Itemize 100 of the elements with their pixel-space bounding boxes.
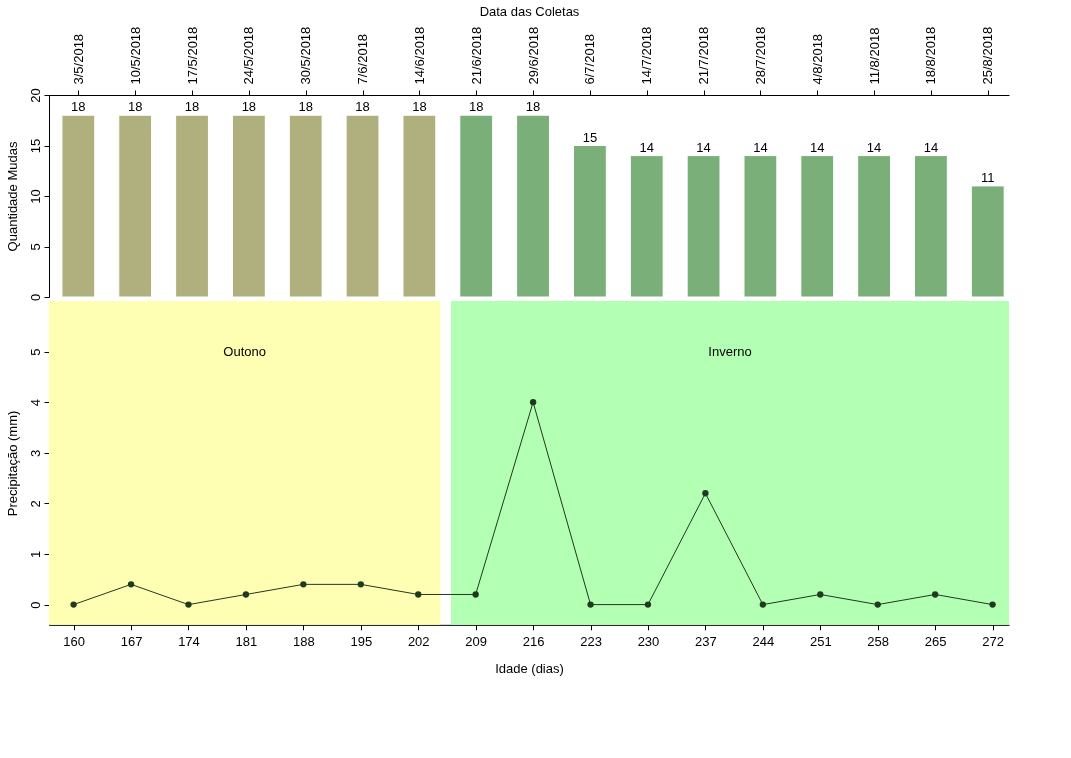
point: [644, 601, 652, 608]
point: [415, 591, 422, 598]
y-tick-label: 4: [27, 399, 43, 407]
bar: [629, 155, 664, 298]
bar: [61, 114, 96, 298]
point: [185, 601, 192, 608]
x-tick-label: 11/8/2018: [866, 27, 882, 85]
y-tick-label: 0: [27, 601, 43, 609]
x-tick-label: 10/5/2018: [127, 26, 143, 85]
y-tick-label: 5: [27, 243, 43, 251]
y-axis-title: Precipitação (mm): [4, 410, 20, 517]
x-tick-label: 258: [867, 634, 890, 650]
data-label: 15: [582, 129, 598, 145]
x-tick-label: 3/5/2018: [70, 33, 86, 85]
x-tick-label: 251: [809, 634, 832, 650]
bar: [345, 114, 380, 298]
x-tick-label: 24/5/2018: [241, 26, 257, 85]
y-tick-label: 15: [27, 138, 43, 154]
x-axis-title: Idade (dias): [495, 661, 564, 677]
x-tick-label: 244: [752, 634, 775, 650]
x-tick-label: 21/7/2018: [696, 26, 712, 85]
data-label: 18: [468, 99, 484, 115]
point: [529, 399, 537, 406]
x-tick-label: 223: [580, 634, 602, 650]
x-tick-label: 6/7/2018: [582, 33, 598, 85]
bar: [288, 114, 323, 298]
x-tick-label: 174: [178, 634, 200, 650]
x-tick-label: 181: [235, 634, 258, 650]
y-tick-label: 0: [27, 293, 43, 302]
x-tick-label: 272: [982, 634, 1004, 650]
y-tick-label: 1: [27, 550, 43, 559]
bar: [970, 185, 1005, 298]
point: [702, 490, 709, 497]
bar: [800, 155, 835, 298]
point: [759, 601, 767, 608]
x-tick-label: 21/6/2018: [468, 26, 484, 85]
x-tick-label: 28/7/2018: [752, 26, 768, 85]
x-tick-label: 160: [63, 634, 85, 650]
point: [472, 591, 479, 598]
data-label: 18: [127, 99, 143, 115]
bar: [686, 155, 721, 298]
data-label: 18: [525, 99, 541, 115]
x-tick-label: 17/5/2018: [184, 26, 200, 85]
data-label: 14: [696, 139, 711, 155]
band-label: Outono: [223, 343, 267, 359]
bar: [231, 114, 266, 298]
x-tick-label: 14/7/2018: [639, 26, 655, 85]
x-tick-label: 230: [637, 634, 660, 650]
x-tick-label: 18/8/2018: [923, 26, 939, 85]
bar: [516, 114, 550, 298]
point: [300, 581, 307, 588]
data-label: 14: [753, 139, 768, 155]
x-tick-label: 188: [293, 634, 315, 650]
point: [989, 601, 996, 608]
data-label: 18: [412, 99, 427, 115]
x-tick-label: 216: [522, 634, 545, 650]
x-tick-label: 14/6/2018: [411, 26, 427, 85]
x-tick-label: 209: [465, 634, 488, 650]
data-label: 14: [866, 139, 882, 155]
point: [817, 591, 824, 598]
bar: [857, 155, 891, 298]
x-tick-label: 4/8/2018: [809, 33, 825, 85]
data-label: 18: [241, 99, 257, 115]
x-tick-label: 30/5/2018: [298, 26, 314, 85]
bar: [175, 114, 209, 298]
bar: [743, 155, 778, 298]
x-tick-label: 25/8/2018: [980, 26, 996, 85]
data-label: 14: [639, 139, 654, 155]
point: [242, 591, 250, 598]
y-tick-label: 5: [27, 348, 43, 356]
data-label: 18: [184, 99, 200, 115]
x-tick-label: 29/6/2018: [525, 26, 541, 85]
bar: [914, 155, 948, 298]
x-tick-label: 7/6/2018: [355, 33, 371, 85]
y-tick-label: 3: [27, 449, 43, 457]
data-label: 14: [923, 139, 939, 155]
y-axis-title: Quantidade Mudas: [4, 141, 20, 252]
point: [587, 601, 594, 608]
bar: [459, 114, 494, 298]
band-label: Inverno: [708, 343, 752, 359]
x-tick-label: 265: [924, 634, 947, 650]
y-tick-label: 2: [27, 500, 43, 508]
data-label: 18: [71, 99, 86, 115]
bar: [572, 145, 607, 298]
point: [931, 591, 939, 598]
x-tick-label: 195: [350, 634, 373, 650]
y-tick-label: 10: [27, 189, 43, 204]
data-label: 14: [810, 139, 825, 155]
x-tick-label: 202: [407, 634, 430, 650]
point: [70, 601, 77, 608]
data-label: 18: [355, 99, 370, 115]
bar: [118, 114, 153, 298]
data-label: 18: [298, 99, 313, 115]
point: [874, 601, 881, 608]
bar: [402, 114, 437, 298]
x2-axis-title: Data das Coletas: [479, 3, 580, 19]
x-tick-label: 167: [120, 634, 143, 650]
y-tick-label: 20: [27, 88, 43, 103]
point: [357, 581, 364, 588]
x-tick-label: 237: [695, 634, 717, 650]
